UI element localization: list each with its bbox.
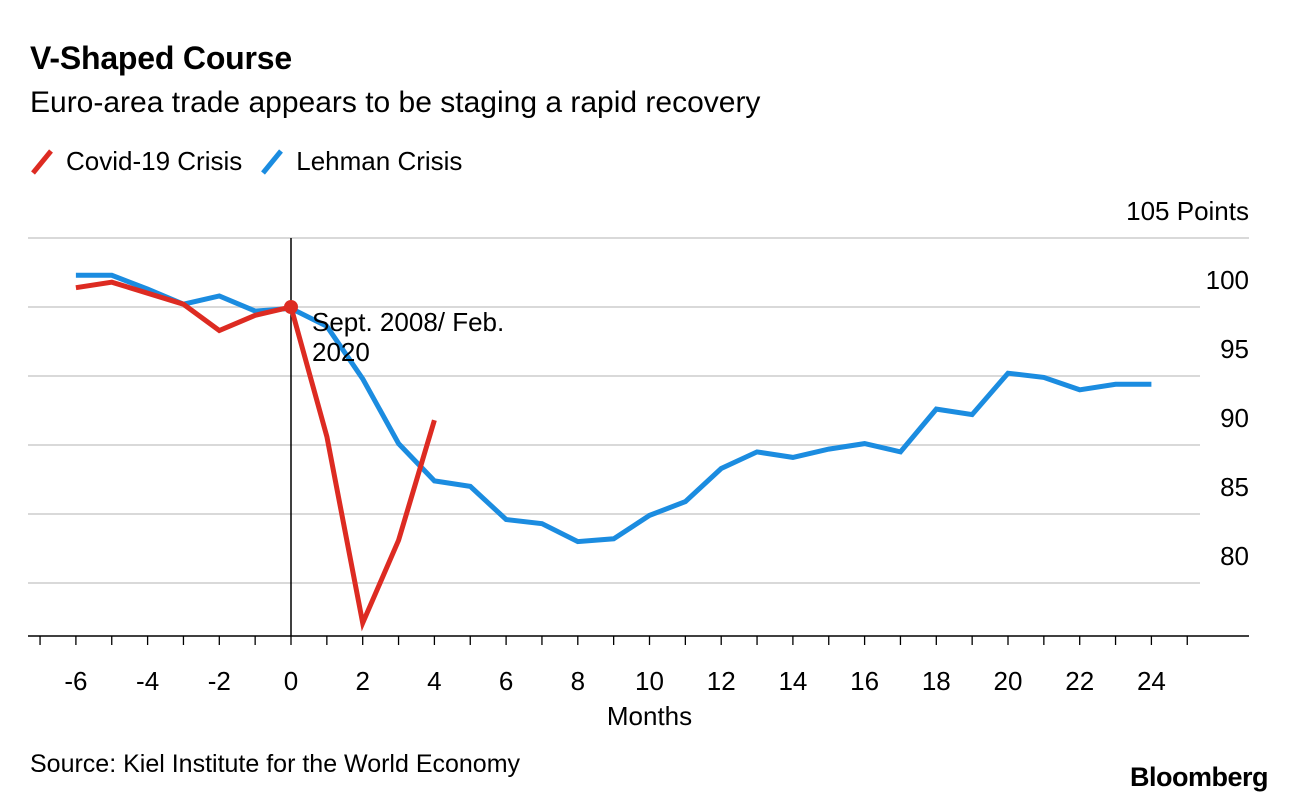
legend-label-lehman: Lehman Crisis bbox=[296, 146, 463, 176]
y-unit-label: 105 Points bbox=[1126, 196, 1249, 226]
x-tick-label: 14 bbox=[778, 666, 807, 696]
legend-item-lehman: Lehman Crisis bbox=[260, 146, 462, 177]
y-tick-label: 90 bbox=[1220, 403, 1249, 433]
chart-legend: Covid-19 Crisis Lehman Crisis bbox=[30, 146, 480, 177]
x-tick-label: 0 bbox=[284, 666, 298, 696]
annotation-label: Sept. 2008/ Feb. bbox=[312, 307, 504, 337]
y-tick-label: 95 bbox=[1220, 334, 1249, 364]
chart-title: V-Shaped Course bbox=[30, 40, 292, 76]
series-line-covid bbox=[75, 279, 437, 632]
x-tick-label: 22 bbox=[1065, 666, 1094, 696]
legend-label-covid: Covid-19 Crisis bbox=[66, 146, 243, 176]
x-tick-label: -4 bbox=[136, 666, 159, 696]
x-tick-label: 10 bbox=[635, 666, 664, 696]
x-tick-label: 6 bbox=[499, 666, 513, 696]
x-tick-label: 8 bbox=[571, 666, 585, 696]
y-tick-label: 85 bbox=[1220, 472, 1249, 502]
x-tick-label: 12 bbox=[707, 666, 736, 696]
y-tick-label: 100 bbox=[1206, 265, 1249, 295]
x-axis-label: Months bbox=[607, 701, 692, 731]
x-tick-label: 2 bbox=[355, 666, 369, 696]
x-tick-label: -2 bbox=[208, 666, 231, 696]
y-tick-label: 80 bbox=[1220, 541, 1249, 571]
legend-swatch-covid bbox=[31, 148, 53, 175]
x-tick-label: 24 bbox=[1137, 666, 1166, 696]
x-tick-label: 4 bbox=[427, 666, 441, 696]
legend-swatch-lehman bbox=[261, 148, 284, 175]
legend-item-covid: Covid-19 Crisis bbox=[30, 146, 242, 177]
x-tick-label: 20 bbox=[994, 666, 1023, 696]
series-line-lehman bbox=[75, 272, 1152, 545]
bloomberg-logo: Bloomberg bbox=[1129, 762, 1269, 792]
grid-lines bbox=[28, 237, 1249, 584]
chart-subtitle: Euro-area trade appears to be staging a … bbox=[30, 86, 761, 119]
annotation-marker bbox=[284, 300, 298, 314]
x-tick-label: -6 bbox=[64, 666, 87, 696]
source-note: Source: Kiel Institute for the World Eco… bbox=[30, 750, 521, 778]
x-tick-label: 16 bbox=[850, 666, 879, 696]
series-lines bbox=[75, 272, 1152, 632]
x-tick-label: 18 bbox=[922, 666, 951, 696]
annotation-label: 2020 bbox=[312, 337, 370, 367]
